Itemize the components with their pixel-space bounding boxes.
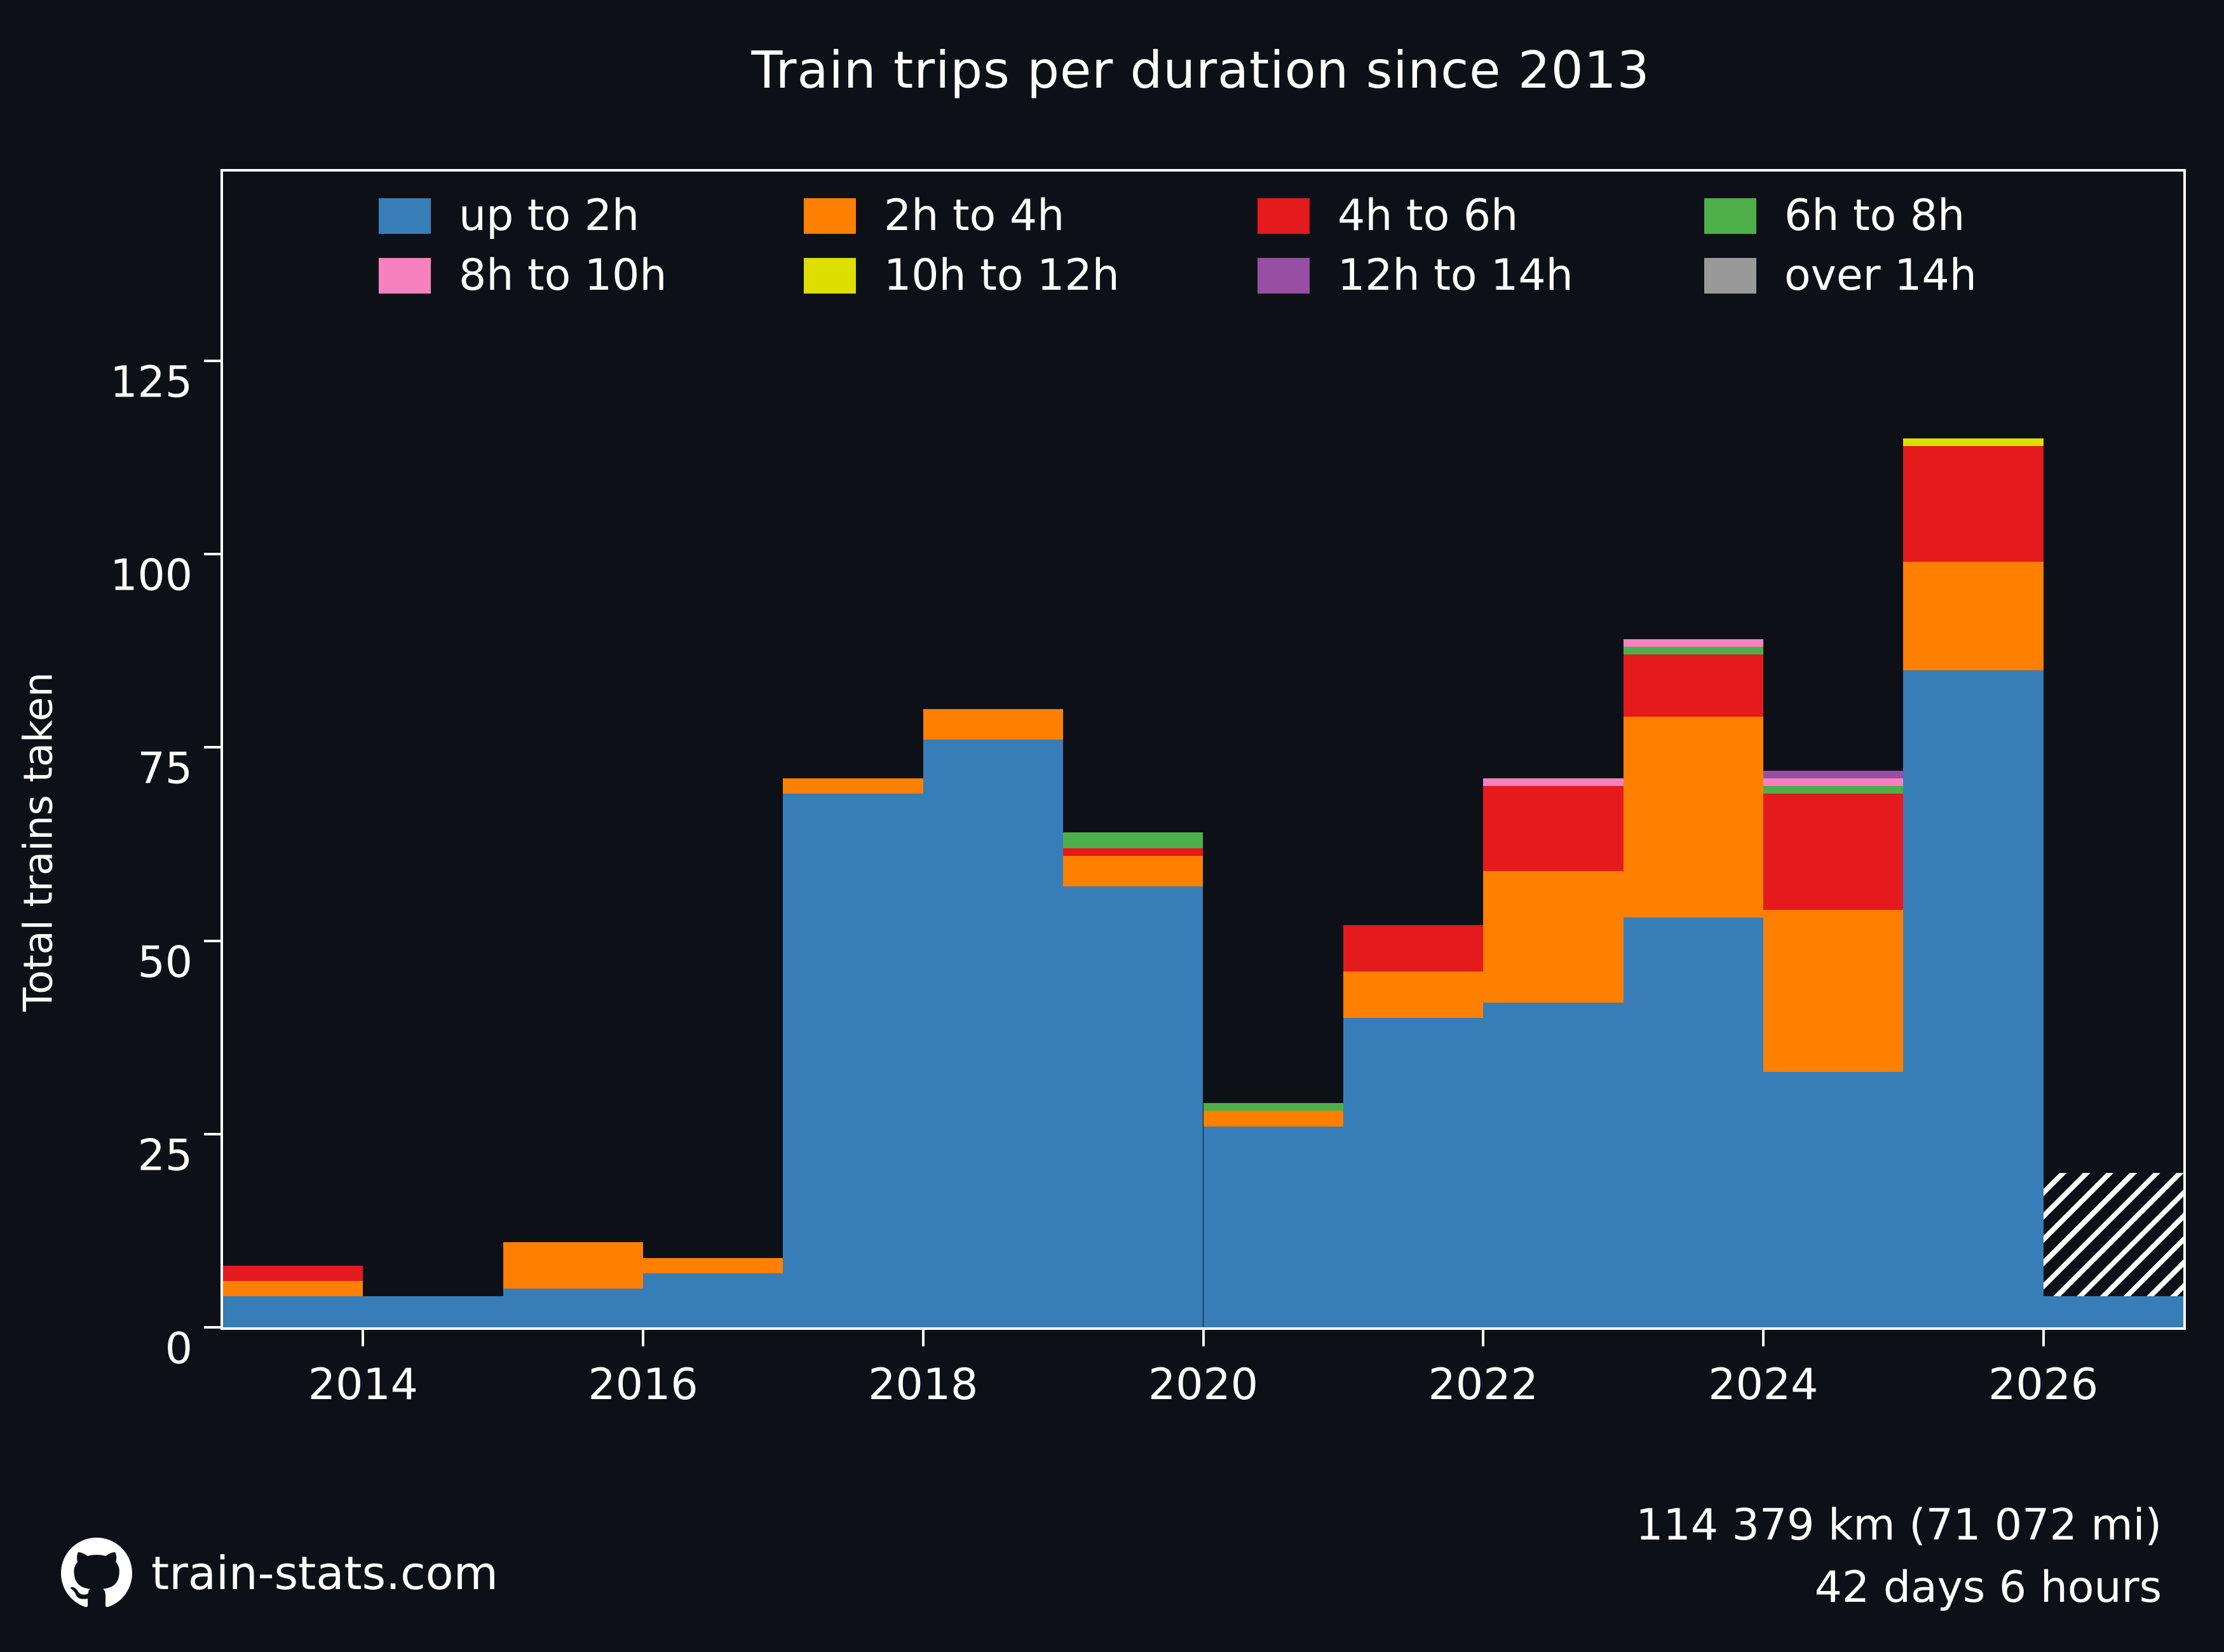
- site-name: train-stats.com: [151, 1547, 498, 1600]
- bar-segment: [1203, 1111, 1343, 1127]
- bar-segment: [1623, 654, 1763, 717]
- bar-segment: [503, 1289, 644, 1327]
- github-icon: [61, 1538, 132, 1608]
- bar-segment: [1483, 778, 1624, 787]
- footer-site: train-stats.com: [61, 1538, 498, 1609]
- x-tick-mark: [1761, 1330, 1765, 1346]
- bar-segment: [223, 1296, 363, 1327]
- bar-segment: [1343, 1018, 1484, 1327]
- chart-title: Train trips per duration since 2013: [751, 41, 1650, 100]
- bar-segment: [1203, 1103, 1343, 1111]
- bar-segment: [1903, 670, 2044, 1327]
- y-tick-mark: [204, 1326, 220, 1329]
- bar-segment: [1623, 917, 1763, 1327]
- bar-segment: [923, 708, 1064, 740]
- bar-segment: [1063, 832, 1204, 848]
- footer-stats: 114 379 km (71 072 mi) 42 days 6 hours: [1636, 1494, 2162, 1619]
- bar-segment: [923, 740, 1064, 1327]
- x-tick-label: 2024: [1708, 1360, 1819, 1410]
- bar-segment: [1483, 871, 1624, 1003]
- y-tick-mark: [204, 746, 220, 749]
- bar-segment: [783, 778, 923, 794]
- bar-segment: [503, 1242, 644, 1289]
- bars-layer: [223, 172, 2183, 1327]
- bar-segment: [1763, 770, 1904, 779]
- x-tick-mark: [362, 1330, 365, 1346]
- y-tick-label: 125: [110, 357, 193, 408]
- bar-segment: [363, 1296, 503, 1327]
- x-tick-mark: [1202, 1330, 1205, 1346]
- bar-segment: [643, 1257, 783, 1273]
- bar-segment: [643, 1273, 783, 1327]
- bar-segment: [1483, 1002, 1624, 1327]
- bar-segment: [1903, 438, 2044, 446]
- y-tick-mark: [204, 553, 220, 556]
- y-tick-label: 100: [110, 550, 193, 601]
- bar-segment: [1763, 1072, 1904, 1327]
- bar-segment: [1623, 639, 1763, 647]
- total-duration: 42 days 6 hours: [1814, 1562, 2162, 1613]
- y-tick-mark: [204, 360, 220, 363]
- bar-segment: [1623, 716, 1763, 918]
- axes-layer: 0 25 50 75 100 125 2014 2016 2018 2020 2022 2024 202…: [110, 172, 2183, 1410]
- x-tick-label: 2014: [308, 1360, 418, 1410]
- bar-segment: [1483, 786, 1624, 872]
- x-tick-label: 2018: [868, 1360, 979, 1410]
- bar-segment: [1343, 925, 1484, 972]
- bar-segment: [2043, 1296, 2183, 1327]
- bar-segment: [223, 1265, 363, 1281]
- x-tick-label: 2026: [1988, 1360, 2099, 1410]
- y-tick-label: 25: [137, 1130, 193, 1181]
- x-tick-label: 2020: [1148, 1360, 1259, 1410]
- y-tick-label: 75: [137, 743, 193, 794]
- plot-area: 0 25 50 75 100 125 2014 2016 2018 2020 2022 2024 202…: [110, 169, 2186, 1410]
- bar-segment: [1763, 786, 1904, 794]
- y-tick-mark: [204, 1132, 220, 1135]
- x-tick-mark: [921, 1330, 925, 1346]
- x-tick-mark: [642, 1330, 645, 1346]
- projected-segment: [2043, 1172, 2183, 1297]
- bar-segment: [1623, 647, 1763, 655]
- bar-segment: [783, 794, 923, 1327]
- bar-segment: [1063, 855, 1204, 887]
- bar-segment: [1203, 1126, 1343, 1327]
- x-tick-label: 2022: [1428, 1360, 1538, 1410]
- total-distance: 114 379 km (71 072 mi): [1636, 1500, 2162, 1550]
- bar-segment: [1763, 909, 1904, 1073]
- x-tick-label: 2016: [588, 1360, 698, 1410]
- bar-segment: [1063, 886, 1204, 1327]
- x-tick-mark: [1482, 1330, 1485, 1346]
- bar-segment: [1343, 972, 1484, 1019]
- bar-segment: [1763, 778, 1904, 787]
- bar-segment: [223, 1281, 363, 1297]
- bar-segment: [1063, 848, 1204, 856]
- bar-segment: [1903, 445, 2044, 562]
- y-tick-label: 0: [165, 1324, 193, 1374]
- x-tick-mark: [2042, 1330, 2045, 1346]
- y-tick-mark: [204, 939, 220, 942]
- bar-segment: [1763, 794, 1904, 910]
- y-tick-label: 50: [137, 937, 193, 988]
- bar-segment: [1903, 562, 2044, 670]
- y-axis-label: Total trains taken: [15, 672, 62, 1012]
